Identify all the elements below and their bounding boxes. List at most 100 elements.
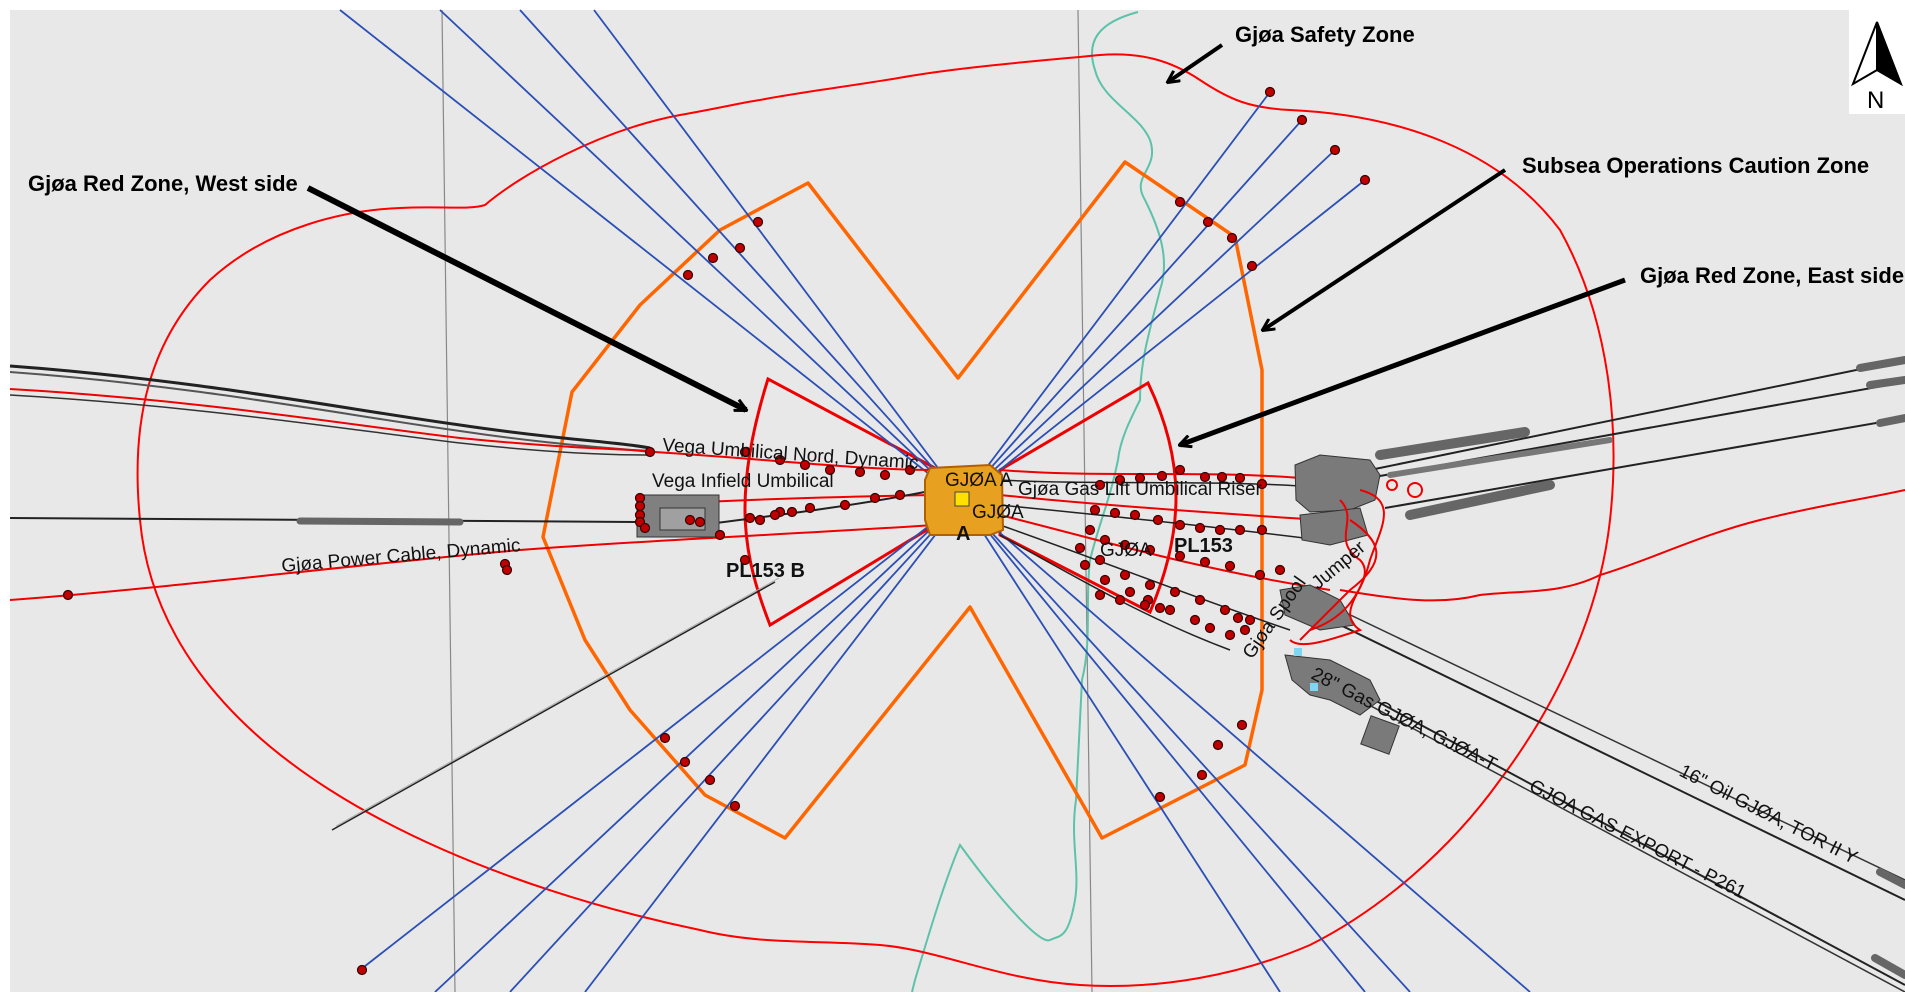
gjoa-a-platform [924, 463, 1005, 536]
anchor-line [961, 119, 1303, 501]
anchor-point [739, 446, 751, 458]
anchor-point [659, 732, 671, 744]
red-zone-east [998, 380, 1178, 615]
label-pl153b: PL153 B [726, 560, 805, 582]
anchor-point [1219, 604, 1231, 616]
callout-arrows [306, 43, 1626, 445]
anchor-point [1204, 622, 1216, 634]
anchor-point [769, 509, 781, 521]
anchor-point [707, 252, 719, 264]
subsea-caution-zone [541, 160, 1264, 840]
anchor-points [62, 86, 1371, 976]
anchor-point [694, 516, 706, 528]
subsea-templates [636, 454, 1400, 755]
label-gas-lift: Gjøa Gas Lift Umbilical Riser [1018, 479, 1263, 500]
anchor-line [439, 9, 963, 501]
label-gjoa-a-1: GJØA A [945, 470, 1013, 491]
anchor-point [356, 964, 368, 976]
callout-safety-zone: Gjøa Safety Zone [1235, 22, 1415, 47]
pipelines [9, 356, 1905, 992]
anchor-point [1094, 589, 1106, 601]
anchor-point [1202, 216, 1214, 228]
north-arrow-icon: N [1851, 21, 1903, 114]
anchor-point [1089, 504, 1101, 516]
anchor-point [682, 269, 694, 281]
north-arrow-box: N [1849, 8, 1905, 114]
anchor-point [634, 500, 646, 512]
anchor-point [62, 589, 74, 601]
anchor-point [869, 492, 881, 504]
anchor-point [1074, 542, 1086, 554]
anchor-line [519, 9, 963, 501]
anchor-point [704, 774, 716, 786]
anchor-point [752, 216, 764, 228]
anchor-point [1189, 614, 1201, 626]
callouts: Gjøa Safety Zone Gjøa Red Zone, West sid… [28, 22, 1904, 288]
anchor-line [434, 499, 963, 992]
callout-red-zone-west: Gjøa Red Zone, West side [28, 171, 298, 196]
anchor-point [1099, 534, 1111, 546]
anchor-point [501, 564, 513, 576]
anchor-point [786, 506, 798, 518]
anchor-point [1274, 564, 1286, 576]
anchor-point [799, 459, 811, 471]
anchor-point [729, 800, 741, 812]
anchor-point [744, 512, 756, 524]
anchor-point [1139, 599, 1151, 611]
label-vega-infield: Vega Infield Umbilical [652, 471, 834, 492]
anchor-line [961, 499, 1411, 992]
anchor-point [1199, 556, 1211, 568]
anchor-point [1224, 629, 1236, 641]
anchor-point [1246, 260, 1258, 272]
anchor-point [1174, 519, 1186, 531]
anchor-line [509, 499, 963, 992]
anchor-lines [339, 9, 1531, 992]
anchor-point [1152, 514, 1164, 526]
anchor-point [1194, 522, 1206, 534]
anchor-point [679, 756, 691, 768]
anchor-point [804, 502, 816, 514]
anchor-point [1232, 612, 1244, 624]
anchor-line [961, 91, 1271, 501]
anchor-line [961, 499, 1281, 992]
anchor-point [1226, 232, 1238, 244]
anchor-point [1124, 586, 1136, 598]
anchor-point [1169, 586, 1181, 598]
callout-red-zone-east: Gjøa Red Zone, East side [1640, 263, 1904, 288]
anchor-point [1199, 471, 1211, 483]
anchor-point [879, 469, 891, 481]
anchor-point [714, 529, 726, 541]
anchor-point [904, 464, 916, 476]
anchor-point [1239, 624, 1251, 636]
anchor-point [1119, 569, 1131, 581]
anchor-point [1144, 544, 1156, 556]
anchor-point [1236, 719, 1248, 731]
anchor-point [1134, 472, 1146, 484]
anchor-point [1264, 86, 1276, 98]
anchor-point [1079, 559, 1091, 571]
anchor-point [1296, 114, 1308, 126]
anchor-point [1084, 524, 1096, 536]
anchor-point [1359, 174, 1371, 186]
anchor-point [684, 514, 696, 526]
anchor-point [774, 454, 786, 466]
safety-zone-boundary [136, 53, 1615, 987]
north-label: N [1867, 87, 1884, 114]
anchor-point [824, 464, 836, 476]
anchor-point [1174, 550, 1186, 562]
label-gjoa-a-2: GJØA [972, 502, 1024, 523]
anchor-point [1114, 594, 1126, 606]
anchor-point [1224, 560, 1236, 572]
label-pl153: PL153 [1174, 535, 1233, 557]
anchor-point [854, 466, 866, 478]
anchor-point [1154, 602, 1166, 614]
label-gjoa-a-3: GJØA [1100, 540, 1152, 561]
anchor-point [1256, 524, 1268, 536]
anchor-point [1256, 478, 1268, 490]
anchor-line [961, 499, 1531, 992]
anchor-line [961, 179, 1366, 501]
anchor-point [1129, 509, 1141, 521]
anchor-point [1094, 479, 1106, 491]
anchor-point [1174, 464, 1186, 476]
red-zone-west [743, 376, 937, 628]
